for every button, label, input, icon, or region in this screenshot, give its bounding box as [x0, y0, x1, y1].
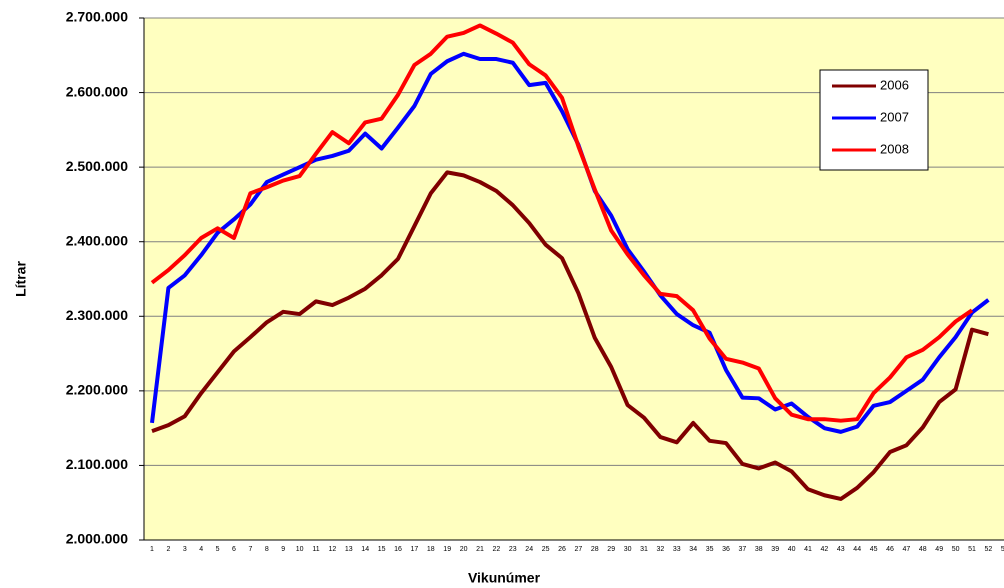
x-tick-label: 41: [804, 546, 812, 553]
x-tick-label: 39: [771, 546, 779, 553]
y-tick-label: 2.200.000: [66, 382, 128, 398]
x-tick-label: 36: [722, 546, 730, 553]
x-tick-label: 32: [657, 546, 665, 553]
x-tick-label: 3: [183, 546, 187, 553]
x-tick-label: 23: [509, 546, 517, 553]
x-tick-label: 53: [1001, 546, 1004, 553]
x-tick-label: 10: [296, 546, 304, 553]
x-tick-label: 43: [837, 546, 845, 553]
x-tick-label: 15: [378, 546, 386, 553]
x-tick-label: 16: [394, 546, 402, 553]
series-line: [150, 23, 974, 423]
y-tick-label: 2.100.000: [66, 456, 128, 472]
x-tick-label: 12: [329, 546, 337, 553]
x-tick-label: 26: [558, 546, 566, 553]
x-tick-label: 22: [493, 546, 501, 553]
x-tick-label: 4: [199, 546, 203, 553]
legend-label: 2006: [880, 77, 909, 92]
x-tick-label: 27: [575, 546, 583, 553]
x-tick-label: 50: [952, 546, 960, 553]
x-tick-label: 19: [443, 546, 451, 553]
x-tick-label: 2: [166, 546, 170, 553]
x-tick-label: 21: [476, 546, 484, 553]
x-tick-label: 11: [312, 546, 319, 553]
y-tick-label: 2.600.000: [66, 83, 128, 99]
x-tick-label: 29: [607, 546, 615, 553]
x-tick-label: 20: [460, 546, 468, 553]
x-tick-label: 25: [542, 546, 550, 553]
x-tick-label: 40: [788, 546, 796, 553]
x-tick-label: 31: [640, 546, 648, 553]
y-axis-label: Lítrar: [13, 261, 29, 297]
x-tick-label: 33: [673, 546, 681, 553]
x-tick-label: 38: [755, 546, 763, 553]
x-tick-label: 44: [853, 546, 861, 553]
y-tick-label: 2.700.000: [66, 9, 128, 25]
x-tick-label: 47: [903, 546, 911, 553]
x-tick-label: 5: [216, 546, 220, 553]
x-tick-label: 8: [265, 546, 269, 553]
x-tick-label: 9: [281, 546, 285, 553]
x-tick-label: 46: [886, 546, 894, 553]
x-tick-label: 13: [345, 546, 353, 553]
y-tick-label: 2.500.000: [66, 158, 128, 174]
x-tick-label: 48: [919, 546, 927, 553]
legend-label: 2007: [880, 109, 909, 124]
x-tick-label: 18: [427, 546, 435, 553]
x-tick-label: 6: [232, 546, 236, 553]
x-tick-label: 42: [821, 546, 829, 553]
x-tick-label: 24: [525, 546, 533, 553]
series-line: [151, 170, 989, 501]
x-tick-label: 37: [739, 546, 747, 553]
x-tick-label: 34: [689, 546, 697, 553]
x-tick-label: 45: [870, 546, 878, 553]
x-tick-label: 51: [968, 546, 976, 553]
x-tick-label: 35: [706, 546, 714, 553]
x-tick-label: 7: [248, 546, 252, 553]
x-tick-label: 49: [935, 546, 943, 553]
y-tick-label: 2.400.000: [66, 232, 128, 248]
y-tick-label: 2.300.000: [66, 307, 128, 323]
x-tick-label: 17: [411, 546, 419, 553]
x-axis-label: Vikunúmer: [468, 570, 541, 586]
y-tick-label: 2.000.000: [66, 531, 128, 547]
x-tick-label: 1: [150, 546, 154, 553]
x-tick-label: 52: [985, 546, 993, 553]
x-tick-label: 14: [361, 546, 369, 553]
x-tick-label: 28: [591, 546, 599, 553]
legend-label: 2008: [880, 141, 909, 156]
x-tick-label: 30: [624, 546, 632, 553]
